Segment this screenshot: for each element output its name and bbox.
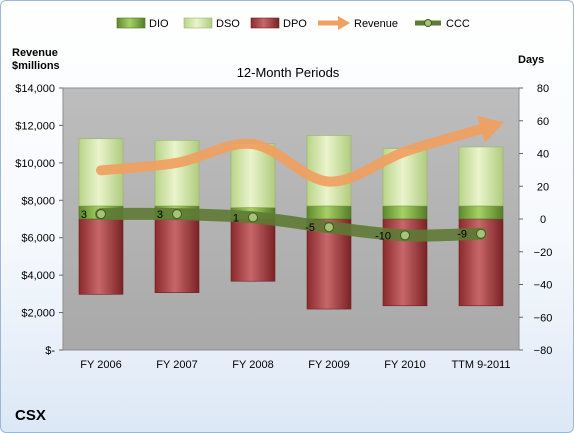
x-tick-label: TTM 9-2011: [451, 359, 510, 371]
y-left-tick-label: $2,000: [21, 308, 55, 320]
y-right-tick-label: 60: [537, 116, 549, 128]
legend-swatch: [116, 17, 146, 29]
bar-dso: [154, 140, 200, 207]
ccc-data-label: -5: [305, 222, 315, 234]
y-left-label-line2: $millions: [12, 60, 60, 72]
legend-label: CCC: [446, 18, 470, 30]
y-right-tick-label: 80: [537, 83, 549, 95]
ccc-data-label: -10: [375, 230, 391, 242]
y-right-tick-label: −80: [534, 345, 553, 357]
ccc-point: [172, 209, 182, 220]
bar-dso: [458, 146, 504, 207]
company-name: CSX: [15, 407, 46, 424]
ccc-data-label: 1: [233, 212, 239, 224]
ccc-data-label: -9: [457, 229, 467, 241]
revenue-series: [96, 115, 505, 187]
legend-label: DPO: [283, 18, 307, 30]
y-left-tick-label: $8,000: [21, 195, 55, 207]
y-right-label: Days: [518, 54, 544, 66]
x-tick-label: FY 2008: [232, 359, 273, 371]
x-ticks: FY 2006 FY 2007 FY 2008 FY 2009 FY 2010 TTM 9…: [80, 359, 510, 371]
x-tick-label: FY 2007: [156, 359, 197, 371]
bar-dpo: [230, 218, 276, 282]
legend: DIO DSO DPO Revenue CCC: [116, 16, 470, 30]
y-left-tick-label: $12,000: [15, 120, 55, 132]
x-tick-label: FY 2009: [308, 359, 349, 371]
legend-swatch-arrowhead: [338, 16, 350, 30]
y-right-tick-label: −60: [534, 312, 553, 324]
legend-swatch: [183, 17, 213, 29]
chart-title: 12-Month Periods: [237, 65, 340, 80]
y-right-tick-label: −20: [534, 247, 553, 259]
bar-dio: [458, 205, 504, 220]
ccc-point: [476, 228, 486, 239]
y-left-tick-label: $4,000: [21, 270, 55, 282]
y-left-ticks: $14,000 $12,000 $10,000 $8,000 $6,000 $4,000 $…: [15, 83, 63, 357]
legend-label: Revenue: [354, 18, 398, 30]
y-right-ticks: 80 60 40 20 0 −20 −40 −60 −80: [519, 83, 552, 357]
legend-label: DIO: [149, 18, 169, 30]
bar-dio: [306, 205, 352, 220]
ccc-point: [96, 209, 106, 220]
y-right-tick-label: 20: [537, 181, 549, 193]
legend-label: DSO: [216, 18, 240, 30]
bar-dpo: [154, 218, 200, 293]
x-tick-label: FY 2006: [80, 359, 121, 371]
ccc-data-label: 3: [81, 209, 87, 221]
ccc-point: [324, 222, 334, 233]
bar-dpo: [78, 218, 124, 295]
bar-dio: [382, 205, 428, 220]
ccc-point: [248, 212, 258, 223]
y-left-tick-label: $14,000: [15, 83, 55, 95]
y-left-tick-label: $-: [45, 345, 55, 357]
legend-swatch: [250, 17, 280, 29]
revenue-arrowhead: [477, 115, 505, 143]
y-left-tick-label: $10,000: [15, 158, 55, 170]
bars: [78, 135, 504, 310]
ccc-line: [95, 207, 487, 242]
y-right-tick-label: −40: [534, 280, 553, 292]
y-left-tick-label: $6,000: [21, 233, 55, 245]
x-tick-label: FY 2010: [384, 359, 425, 371]
y-right-tick-label: 40: [537, 149, 549, 161]
ccc-data-label: 3: [157, 209, 163, 221]
y-right-tick-label: 0: [540, 214, 546, 226]
bar-dso: [306, 135, 352, 207]
y-left-label-line1: Revenue: [12, 47, 58, 59]
ccc-series: 3 3 1 -5 -10 -9: [81, 207, 487, 242]
revenue-line: [96, 124, 486, 187]
ccc-point: [400, 230, 410, 241]
legend-swatch-point: [424, 19, 432, 27]
